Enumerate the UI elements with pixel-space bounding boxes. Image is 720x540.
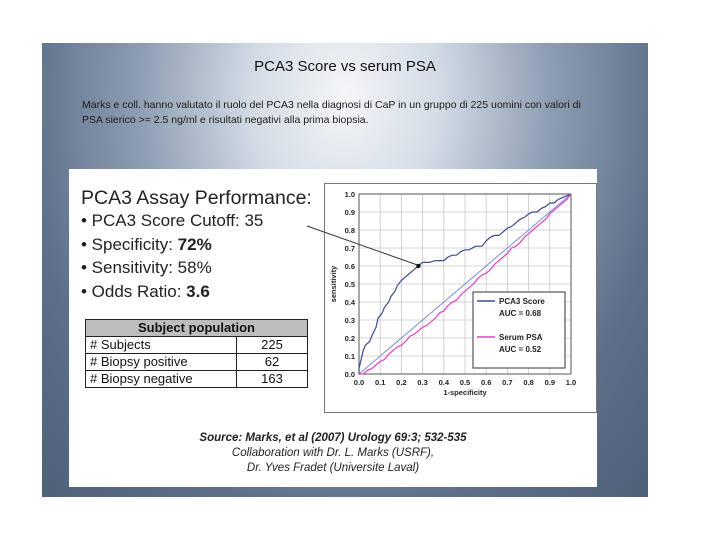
y-tick-label: 0.3 [345,316,355,325]
legend-auc-label: AUC = 0.52 [499,345,542,354]
source-citation: Source: Marks, et al (2007) Urology 69:3… [69,431,597,476]
y-tick-label: 0.5 [345,280,355,289]
bullet-cutoff-label: • PCA3 Score Cutoff: [81,211,245,230]
x-tick-label: 0.4 [439,378,450,387]
table-header: Subject population [85,319,308,337]
y-tick-label: 0.7 [345,244,355,253]
slide-description: Marks e coll. hanno valutato il ruolo de… [82,99,581,126]
roc-chart-container: 0.0 0.1 0.2 0.3 0.4 0.5 0.6 0.7 0.8 0.9 1.0 0.0 0.1 0… [324,183,597,413]
cutoff-point-marker [416,263,421,269]
table-row: # Biopsy positive 62 [85,353,308,371]
y-tick-label: 0.4 [345,298,356,307]
x-axis-label: 1-specificity [443,388,487,397]
table-cell-value: 62 [236,353,308,371]
psa-roc-line [359,193,572,375]
pca3-roc-line [358,193,572,374]
x-tick-label: 1.0 [566,378,576,387]
bullet-cutoff: • PCA3 Score Cutoff: 35 [81,209,312,233]
bullet-sensitivity-value: 58% [177,258,212,277]
x-tick-label: 0.8 [523,378,533,387]
source-line-1: Source: Marks, et al (2007) Urology 69:3… [199,432,467,444]
bullet-cutoff-value: 35 [244,211,264,230]
source-line-3: Dr. Yves Fradet (Universite Laval) [246,462,420,474]
slide-background: PCA3 Score vs serum PSA Marks e coll. ha… [42,43,648,497]
y-tick-label: 0.8 [345,226,355,235]
bullet-specificity-value: 72% [177,234,212,254]
x-tick-label: 0.3 [417,378,427,387]
legend-series-name: PCA3 Score [499,297,545,306]
slide-title: PCA3 Score vs serum PSA [254,58,436,75]
table-row: # Subjects 225 [85,336,308,354]
bullet-odds-ratio-label: • Odds Ratio: [81,281,187,301]
table-cell-label: # Biopsy negative [85,370,237,388]
x-tick-label: 0.0 [354,378,364,387]
source-line-2: Collaboration with Dr. L. Marks (USRF), [231,447,435,459]
plot-frame [358,193,572,375]
figure-panel: PCA3 Assay Performance: • PCA3 Score Cut… [69,169,597,487]
x-tick-label: 0.7 [502,378,512,387]
bullet-sensitivity-label: • Sensitivity: [81,258,178,277]
legend-series-name: Serum PSA [499,333,543,342]
x-tick-label: 0.9 [545,378,555,387]
y-tick-label: 1.0 [345,190,355,199]
x-tick-label: 0.1 [375,378,385,387]
bullet-odds-ratio-value: 3.6 [186,281,210,301]
y-tick-label: 0.1 [345,352,355,361]
assay-performance-title: PCA3 Assay Performance: [81,187,312,209]
table-cell-value: 225 [236,336,308,354]
y-tick-label: 0.6 [345,262,355,271]
assay-performance-block: PCA3 Assay Performance: • PCA3 Score Cut… [81,187,312,303]
subject-population-table: Subject population # Subjects 225 # Biop… [85,319,308,388]
bullet-specificity-label: • Specificity: [81,234,178,254]
table-header-row: Subject population [85,319,308,337]
y-tick-label: 0.2 [345,334,355,343]
table-cell-label: # Biopsy positive [85,353,237,371]
y-tick-label: 0.9 [345,208,355,217]
y-tick-label: 0.0 [345,370,355,379]
table-row: # Biopsy negative 163 [85,370,308,388]
table-cell-label: # Subjects [85,336,237,354]
bullet-sensitivity: • Sensitivity: 58% [81,256,312,280]
x-tick-label: 0.6 [481,378,491,387]
bullet-specificity: • Specificity: 72% [81,233,312,257]
roc-chart: 0.0 0.1 0.2 0.3 0.4 0.5 0.6 0.7 0.8 0.9 1.0 0.0 0.1 0… [329,190,576,397]
x-tick-label: 0.5 [460,378,470,387]
legend-auc-label: AUC = 0.68 [499,309,542,318]
y-axis-label: sensitivity [329,265,338,303]
table-cell-value: 163 [236,370,308,388]
legend-box [472,291,566,369]
reference-diagonal-line [358,193,572,375]
x-tick-label: 0.2 [396,378,406,387]
bullet-odds-ratio: • Odds Ratio: 3.6 [81,280,312,304]
